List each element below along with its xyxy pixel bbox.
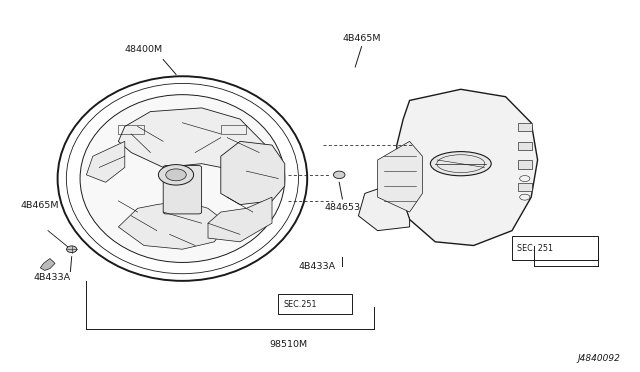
Text: SEC. 251: SEC. 251 (517, 244, 553, 253)
Polygon shape (86, 141, 125, 182)
Polygon shape (221, 141, 285, 205)
Ellipse shape (158, 164, 193, 185)
Ellipse shape (166, 169, 186, 181)
Text: 4B433A: 4B433A (34, 273, 71, 282)
Polygon shape (208, 197, 272, 242)
Ellipse shape (67, 246, 77, 253)
Bar (518, 123, 532, 131)
Bar (118, 125, 144, 134)
Text: J4840092: J4840092 (578, 354, 621, 363)
Text: SEC.251: SEC.251 (284, 299, 317, 309)
Polygon shape (118, 201, 227, 249)
Ellipse shape (80, 94, 285, 263)
Bar (518, 183, 532, 191)
Bar (221, 125, 246, 134)
Bar (278, 294, 352, 314)
Text: 4B465M: 4B465M (20, 201, 59, 210)
Polygon shape (397, 89, 538, 246)
FancyBboxPatch shape (163, 166, 202, 214)
Text: 98510M: 98510M (269, 340, 307, 349)
Ellipse shape (430, 151, 492, 176)
Polygon shape (118, 108, 266, 171)
Polygon shape (40, 259, 55, 270)
Polygon shape (378, 141, 422, 212)
Polygon shape (358, 182, 410, 231)
Ellipse shape (333, 171, 345, 179)
Text: 4B433A: 4B433A (298, 262, 335, 271)
Text: 48400M: 48400M (125, 45, 163, 54)
Bar (518, 142, 532, 150)
Bar (518, 160, 532, 169)
Bar (512, 236, 598, 260)
Text: 484653: 484653 (324, 203, 360, 212)
Text: 4B465M: 4B465M (342, 34, 381, 43)
